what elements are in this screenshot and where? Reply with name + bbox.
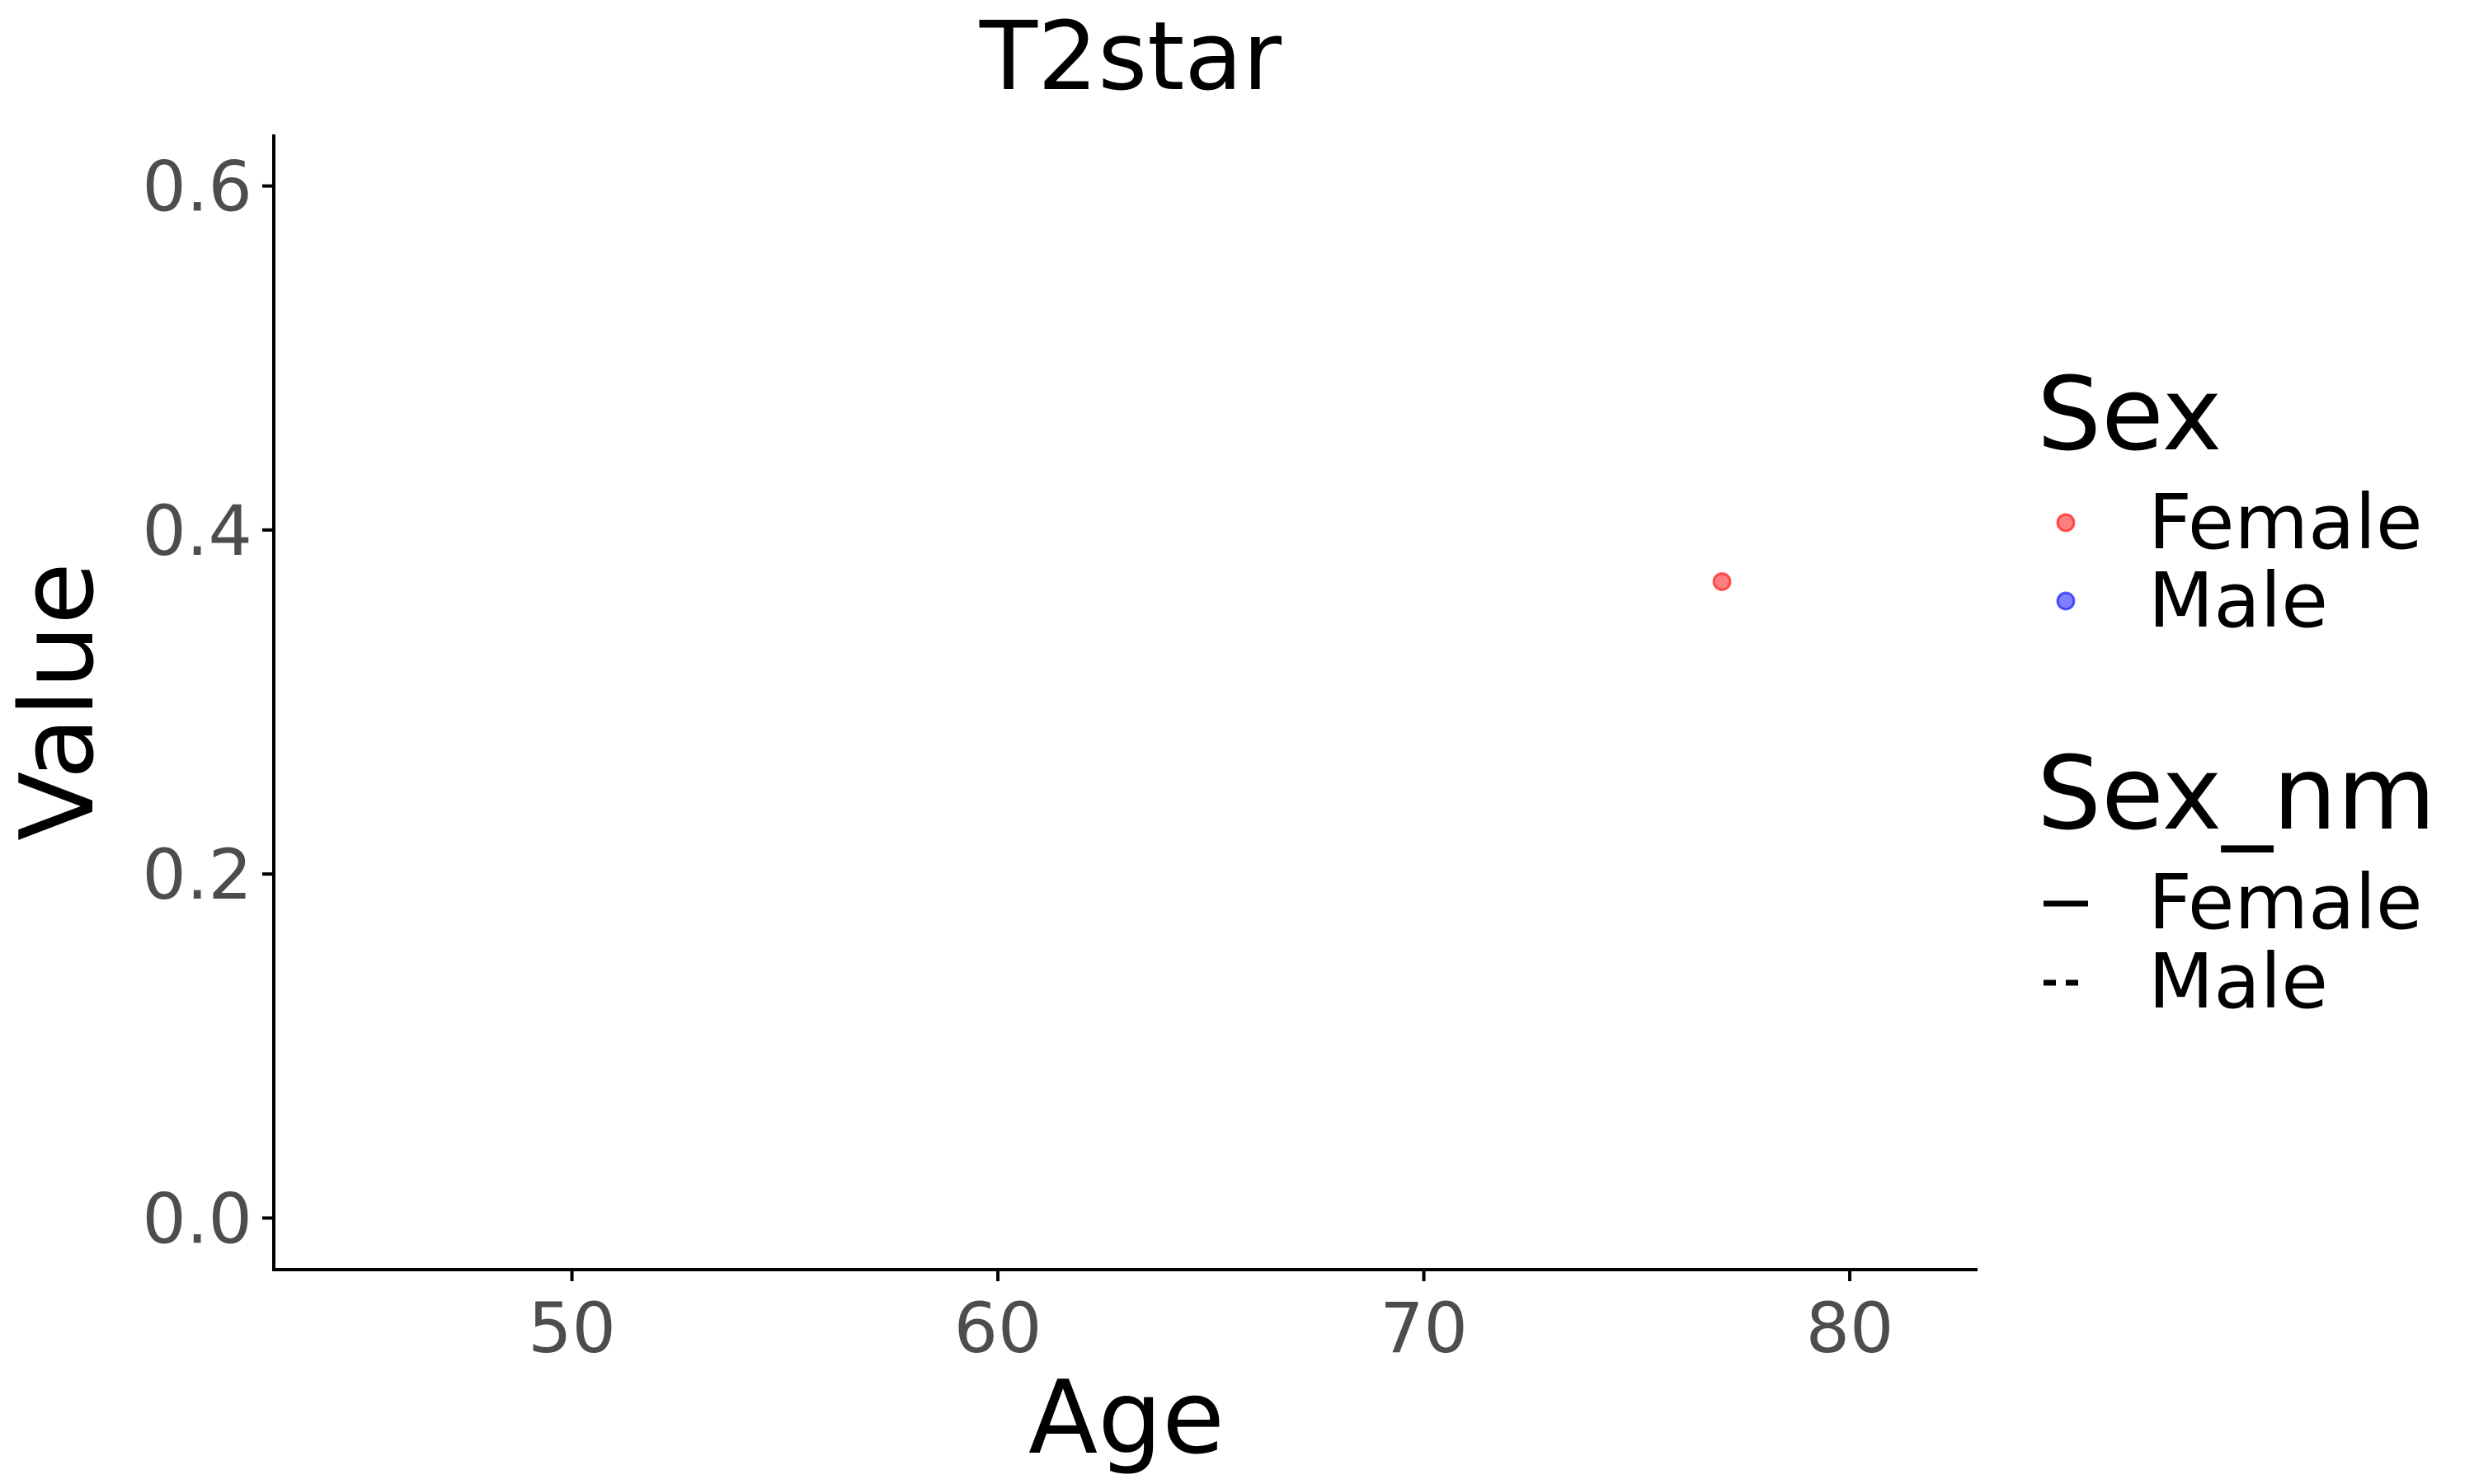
- y-tick-label: 0.6: [142, 147, 252, 228]
- legend-item-label: Female: [2148, 478, 2423, 566]
- x-tick-label: 50: [528, 1288, 616, 1369]
- x-tick-label: 80: [1806, 1288, 1894, 1369]
- legend-item-label: Male: [2148, 556, 2328, 645]
- chart-title: T2star: [979, 2, 1282, 112]
- legend-title: Sex_nm: [2037, 735, 2436, 853]
- legend-key-point: [2056, 513, 2076, 533]
- legend-title: Sex: [2037, 356, 2222, 474]
- x-tick-label: 70: [1380, 1288, 1468, 1369]
- x-axis-title: Age: [1028, 1360, 1225, 1477]
- y-axis-ticks: 0.0 0.2 0.4 0.6: [142, 147, 274, 1259]
- x-axis-ticks: 50 60 70 80: [528, 1270, 1893, 1369]
- x-tick-label: 60: [954, 1288, 1042, 1369]
- y-tick-label: 0.2: [142, 834, 252, 915]
- y-tick-label: 0.4: [142, 491, 252, 571]
- legend-item-label: Female: [2148, 858, 2423, 946]
- data-point-female: [1712, 571, 1732, 591]
- legend-item-label: Male: [2148, 937, 2328, 1026]
- legend-key-point: [2056, 591, 2076, 611]
- y-axis-title: Value: [0, 562, 117, 841]
- y-tick-label: 0.0: [142, 1178, 252, 1259]
- data-points: [1712, 571, 1732, 591]
